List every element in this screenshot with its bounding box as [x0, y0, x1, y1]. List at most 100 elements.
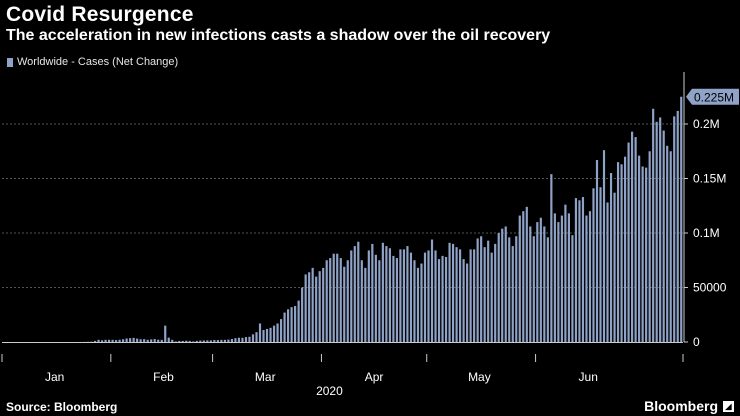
- bar: [325, 260, 328, 342]
- bar: [560, 215, 563, 342]
- bar: [114, 340, 118, 342]
- bar: [564, 204, 567, 342]
- bar: [595, 159, 599, 342]
- bar: [371, 243, 374, 342]
- bloomberg-mark-icon: ◢: [723, 401, 734, 412]
- y-tick-label: 0.2M: [693, 117, 720, 131]
- bar: [223, 339, 226, 342]
- bar: [248, 336, 251, 342]
- bar: [237, 337, 241, 342]
- bar: [287, 309, 290, 342]
- bar: [192, 341, 195, 342]
- x-tick-label: Mar: [255, 370, 276, 384]
- source-note: Source: Bloomberg: [6, 400, 118, 414]
- bar: [181, 340, 184, 342]
- bar: [525, 206, 528, 342]
- bar: [353, 246, 356, 342]
- bar: [276, 323, 279, 342]
- bar: [269, 327, 272, 342]
- bar: [423, 252, 427, 342]
- bar: [350, 250, 353, 342]
- bar: [230, 338, 234, 342]
- bar: [574, 198, 578, 342]
- bar: [430, 239, 434, 342]
- bar: [441, 255, 444, 342]
- bar: [634, 137, 637, 342]
- bar: [150, 339, 153, 342]
- bar: [585, 215, 588, 342]
- bar: [437, 259, 441, 342]
- y-tick-label: 0.1M: [693, 226, 720, 240]
- bar: [406, 246, 409, 342]
- bar: [497, 233, 500, 342]
- bar: [613, 192, 616, 342]
- bar: [494, 243, 497, 342]
- bar: [213, 340, 216, 342]
- bar: [255, 332, 258, 342]
- bar: [676, 110, 679, 342]
- bar: [118, 339, 121, 342]
- bar: [420, 263, 423, 342]
- bar: [462, 259, 465, 342]
- bar: [392, 255, 395, 342]
- bar: [539, 217, 542, 342]
- y-tick-label: 0: [693, 335, 700, 349]
- bar: [322, 267, 325, 342]
- bar: [100, 340, 104, 342]
- bar: [399, 249, 402, 342]
- bar: [567, 213, 571, 342]
- bar: [616, 162, 620, 342]
- bar: [297, 300, 300, 342]
- bar: [536, 222, 539, 342]
- bar: [546, 237, 549, 342]
- bar: [157, 339, 160, 342]
- bloomberg-logo: Bloomberg: [644, 398, 718, 414]
- last-value-label: 0.225M: [694, 90, 734, 104]
- bar: [374, 254, 377, 342]
- bar: [381, 242, 384, 342]
- bar: [367, 250, 370, 342]
- bar: [455, 247, 458, 342]
- bar: [466, 263, 469, 342]
- bar: [178, 340, 181, 342]
- bar: [241, 337, 244, 342]
- x-tick-label: Jun: [579, 370, 598, 384]
- bar: [666, 145, 669, 342]
- bar: [522, 211, 525, 342]
- bar: [627, 142, 630, 342]
- bar: [620, 164, 623, 342]
- bar: [395, 258, 398, 342]
- bar: [638, 155, 641, 342]
- bar: [571, 235, 574, 342]
- bar: [244, 337, 248, 342]
- bar: [402, 249, 406, 342]
- bar: [315, 276, 318, 342]
- bar: [290, 307, 293, 342]
- bar: [416, 267, 420, 342]
- bar: [339, 258, 342, 342]
- bar: [606, 202, 609, 342]
- bar: [652, 108, 655, 343]
- bar: [283, 312, 286, 342]
- bar: [385, 246, 388, 342]
- bar: [602, 150, 606, 342]
- x-year-label: 2020: [316, 384, 343, 398]
- bar: [357, 241, 360, 342]
- bar: [206, 340, 209, 342]
- bar: [669, 151, 672, 342]
- bar: [469, 249, 472, 342]
- bar: [623, 156, 627, 342]
- bar: [125, 338, 128, 342]
- y-tick-label: 0.15M: [693, 172, 726, 186]
- bar: [199, 340, 202, 342]
- bar: [318, 271, 321, 342]
- bar: [581, 197, 585, 342]
- bar: [578, 200, 581, 342]
- bar: [139, 339, 142, 342]
- bar: [251, 334, 255, 342]
- bar: [209, 340, 212, 342]
- bar: [185, 340, 188, 342]
- chart-title: Covid Resurgence: [6, 3, 194, 26]
- bar: [515, 236, 518, 342]
